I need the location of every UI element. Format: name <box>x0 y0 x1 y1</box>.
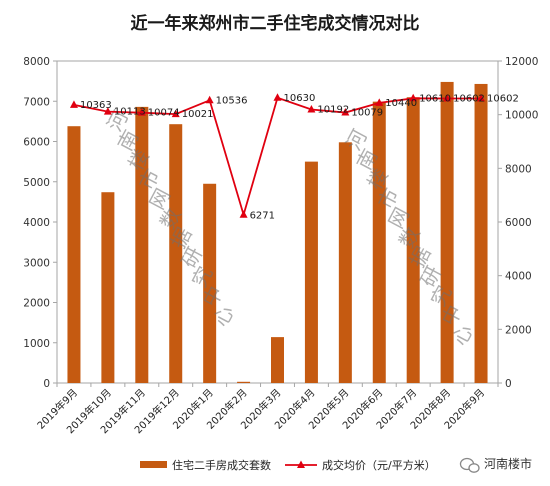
legend-bar-label: 住宅二手房成交套数 <box>172 458 271 472</box>
price-data-label: 10021 <box>182 109 214 120</box>
y-left-tick-label: 4000 <box>23 217 50 229</box>
y-right-tick-label: 12000 <box>505 56 538 68</box>
y-left-tick-label: 5000 <box>23 177 50 189</box>
price-marker <box>307 105 316 113</box>
y-left-tick-label: 7000 <box>23 96 50 108</box>
price-data-label: 10113 <box>114 107 146 118</box>
bar <box>135 106 149 383</box>
wechat-icon <box>459 457 480 473</box>
price-marker <box>239 210 248 218</box>
price-data-label: 10074 <box>148 108 180 119</box>
x-tick-labels: 2019年9月2019年10月2019年11月2019年12月2020年1月20… <box>34 386 487 436</box>
price-data-label: 10536 <box>216 95 248 106</box>
bar <box>304 161 318 383</box>
bar <box>169 124 183 383</box>
bar <box>338 142 352 383</box>
price-marker <box>443 94 452 102</box>
price-marker <box>341 108 350 116</box>
legend-line-label: 成交均价（元/平方米） <box>322 458 436 472</box>
price-data-label: 10610 <box>419 93 451 104</box>
legend-line-marker <box>297 460 305 468</box>
y-right-tick-label: 4000 <box>505 271 532 283</box>
axes: 0 1000 2000 3000 4000 5000 6000 7000 8000 0 2000 40… <box>23 56 538 390</box>
price-data-label: 10363 <box>80 100 112 111</box>
price-data-label: 10079 <box>351 108 383 119</box>
price-marker <box>205 95 214 104</box>
bar <box>237 381 251 383</box>
price-data-label: 10440 <box>385 98 417 109</box>
wechat-bubble-small <box>468 463 480 473</box>
price-marker <box>273 93 282 101</box>
bar <box>372 101 386 383</box>
legend: 住宅二手房成交套数 成交均价（元/平方米） <box>140 458 436 472</box>
price-marker <box>477 94 486 102</box>
y-right-tick-label: 6000 <box>505 217 532 229</box>
price-data-label: 6271 <box>250 211 275 222</box>
y-left-tick-label: 8000 <box>23 56 50 68</box>
price-marker <box>375 98 384 106</box>
price-marker <box>103 107 112 115</box>
y-right-tick-label: 10000 <box>505 110 538 122</box>
chart-title: 近一年来郑州市二手住宅成交情况对比 <box>131 13 420 34</box>
price-marker <box>409 93 418 102</box>
price-marker <box>171 109 180 118</box>
bar-series <box>67 81 488 384</box>
y-left-tick-label: 0 <box>43 378 50 390</box>
line-series <box>69 93 486 218</box>
price-data-label: 10630 <box>284 93 316 104</box>
bar <box>101 192 115 383</box>
price-marker <box>137 108 146 116</box>
brand-mark: 河南楼市 <box>459 456 532 473</box>
y-left-tick-label: 1000 <box>23 338 50 350</box>
bar <box>67 126 81 383</box>
bar <box>271 337 284 383</box>
bar <box>440 81 454 384</box>
legend-bar-swatch <box>140 461 167 468</box>
bar <box>406 97 420 383</box>
brand-label: 河南楼市 <box>484 456 532 471</box>
bar <box>203 183 217 383</box>
y-left-tick-label: 3000 <box>23 257 50 269</box>
y-left-tick-label: 6000 <box>23 137 50 149</box>
y-right-tick-label: 2000 <box>505 324 532 336</box>
price-data-label: 10192 <box>317 105 349 116</box>
y-left-tick-label: 2000 <box>23 298 50 310</box>
y-right-tick-label: 0 <box>505 378 512 390</box>
price-data-label: 10602 <box>453 94 485 105</box>
price-data-label: 10602 <box>487 94 519 105</box>
price-marker <box>69 100 78 108</box>
y-right-tick-label: 8000 <box>505 163 532 175</box>
bar <box>474 83 488 383</box>
